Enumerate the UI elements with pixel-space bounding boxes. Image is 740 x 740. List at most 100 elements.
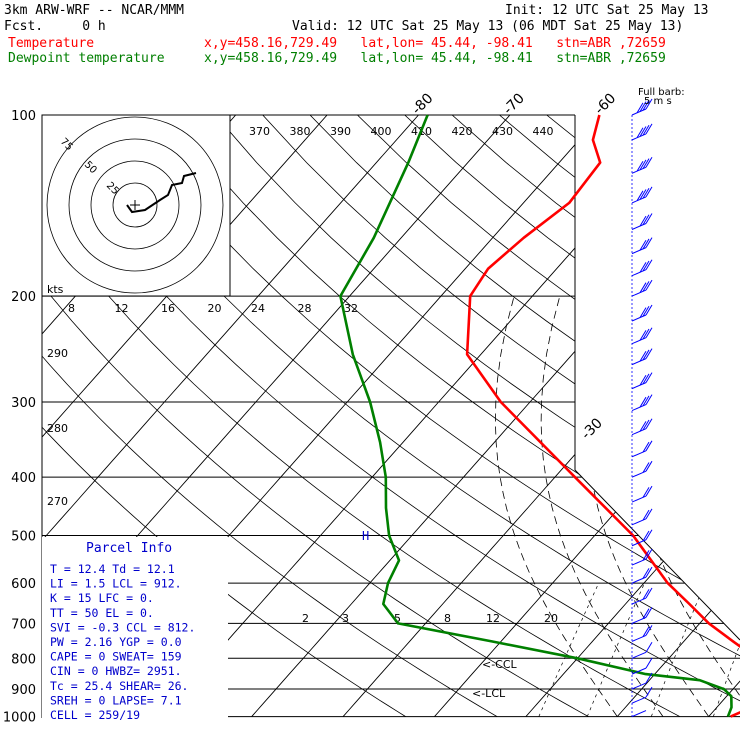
parcel-info-row: CELL = 259/19: [50, 708, 140, 722]
dry-adiabat-line: [42, 115, 740, 717]
wind-barb: [631, 279, 653, 297]
parcel-info-row: TT = 50 EL = 0.: [50, 606, 154, 620]
wind-barb: [631, 237, 653, 255]
wind-barb: [631, 98, 653, 116]
parcel-info-row: K = 15 LFC = 0.: [50, 591, 154, 605]
wind-barb: [631, 657, 653, 675]
wind-barb: [631, 213, 653, 230]
hodograph-speed-label: 24: [251, 302, 265, 315]
isotherm-line: [42, 115, 419, 717]
hodograph-speed-label: 32: [344, 302, 358, 315]
pressure-tick-label: 1000: [3, 711, 36, 726]
theta-left-label: 270: [47, 495, 68, 508]
lcl-marker-label: <-LCL: [472, 687, 506, 700]
wind-barb: [631, 460, 653, 478]
wind-barb: [631, 607, 653, 624]
wind-barb: [631, 394, 653, 412]
theta-left-label: 290: [47, 347, 68, 360]
theta-tick-label: 370: [249, 125, 270, 138]
dry-adiabat-line: [42, 115, 498, 717]
wind-barb: [631, 485, 653, 503]
mixing-ratio-line: [650, 582, 706, 717]
dewpoint-legend-label: Dewpoint temperature: [8, 51, 165, 66]
dry-adiabat-line: [214, 115, 740, 717]
hodograph-ring: [68, 138, 202, 272]
parcel-info-row: PW = 2.16 YGP = 0.0: [50, 635, 182, 649]
dry-adiabat-line: [42, 115, 589, 717]
model-title: 3km ARW-WRF -- NCAR/MMM: [4, 3, 185, 18]
mixing-ratio-label: 20: [544, 612, 558, 625]
mixing-ratio-label: 12: [486, 612, 500, 625]
dry-adiabat-line: [72, 115, 740, 717]
parcel-info-row: LI = 1.5 LCL = 912.: [50, 577, 182, 591]
hodograph-inset: [41, 114, 231, 297]
isotherm-line: [251, 115, 740, 717]
isotherm-tick-label: -30: [578, 415, 605, 442]
hodograph-speed-label: 20: [208, 302, 222, 315]
temperature-profile: [465, 114, 740, 718]
wind-barb: [631, 348, 653, 366]
hodograph-center-mark: [130, 200, 140, 210]
wind-barb: [631, 625, 653, 642]
parcel-info-row: Tc = 25.4 SHEAR= 26.: [50, 679, 188, 693]
hodograph-speed-label: 28: [298, 302, 312, 315]
dry-adiabat-line: [735, 115, 740, 717]
hodograph-ring: [90, 160, 180, 250]
theta-tick-label: 430: [492, 125, 513, 138]
mixing-ratio-label: 5: [394, 612, 401, 625]
wind-barb: [631, 587, 653, 605]
wind-barb: [631, 440, 653, 458]
hodograph-speed-label: 8: [68, 302, 75, 315]
dry-adiabat-line: [499, 115, 740, 717]
wind-barb: [631, 327, 653, 345]
isotherm-line: [616, 115, 740, 717]
hodograph-ring: [112, 182, 158, 228]
hodograph-trace: [126, 172, 197, 214]
pressure-tick-label: 700: [11, 617, 36, 632]
theta-tick-label: 380: [290, 125, 311, 138]
pressure-tick-label: 400: [11, 471, 36, 486]
moist-adiabat-line: [677, 296, 740, 717]
dry-adiabat-line: [593, 115, 740, 717]
pressure-tick-label: 500: [11, 529, 36, 544]
hodograph-speed-label: 16: [161, 302, 175, 315]
dry-adiabat-line: [120, 115, 740, 717]
theta-tick-label: 420: [452, 125, 473, 138]
pressure-tick-label: 600: [11, 577, 36, 592]
moist-adiabat-line: [632, 296, 740, 717]
parcel-info-row: SVI = -0.3 CCL = 812.: [50, 620, 195, 634]
theta-tick-label: 400: [371, 125, 392, 138]
wind-barb: [631, 304, 653, 322]
wind-barb: [631, 508, 653, 526]
wind-barb: [631, 529, 653, 547]
mixing-ratio-label: 2: [302, 612, 309, 625]
wind-barb: [631, 710, 647, 718]
dewpoint-profile: [339, 114, 733, 718]
ccl-marker-label: <-CCL: [482, 658, 518, 671]
isotherm-tick-label: -70: [500, 90, 527, 117]
parcel-info-title: Parcel Info: [86, 541, 172, 556]
isotherm-tick-label: -80: [409, 90, 436, 117]
parcel-info-panel: [42, 537, 228, 718]
wind-barb: [631, 642, 653, 659]
wind-barb: [631, 566, 653, 584]
parcel-info-row: CIN = 0 HWBZ= 2951.: [50, 664, 182, 678]
wind-barb: [631, 259, 653, 277]
pressure-tick-label: 900: [11, 683, 36, 698]
wind-barb: [631, 157, 653, 174]
isotherm-tick-label: -60: [592, 90, 619, 117]
isotherm-line: [434, 115, 740, 717]
moist-adiabat-line: [723, 296, 740, 717]
wind-barb: [631, 372, 653, 390]
theta-left-label: 280: [47, 422, 68, 435]
dry-adiabat-line: [42, 115, 681, 717]
pressure-tick-label: 800: [11, 652, 36, 667]
dewpoint-location: x,y=458.16,729.49 lat,lon= 45.44, -98.41…: [204, 51, 666, 66]
hodograph-ring: [46, 116, 224, 294]
mixing-ratio-label: 3: [342, 612, 349, 625]
isotherm-line: [42, 115, 328, 717]
forecast-hour: Fcst. 0 h: [4, 19, 106, 34]
theta-tick-label: 440: [533, 125, 554, 138]
dry-adiabat-line: [262, 115, 740, 717]
